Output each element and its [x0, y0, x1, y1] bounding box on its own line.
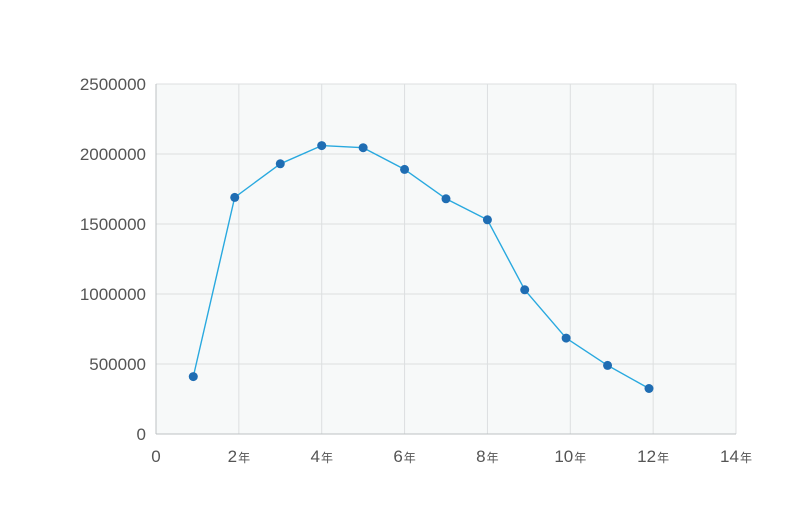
data-point [482, 215, 492, 225]
x-tick-unit: 年 [740, 451, 752, 465]
x-tick-number: 10 [554, 447, 573, 466]
x-tick-number: 4 [310, 447, 319, 466]
y-tick-label: 1000000 [80, 285, 146, 304]
data-point [230, 192, 240, 202]
data-point [603, 360, 613, 370]
series-line [192, 144, 650, 390]
y-axis-ticks: 0 500000 1000000 1500000 2000000 2500000 [80, 75, 146, 444]
x-tick-number: 0 [151, 447, 160, 466]
data-point [400, 164, 410, 174]
x-tick-label: 14年 [720, 447, 752, 466]
x-tick-number: 14 [720, 447, 739, 466]
x-tick-unit: 年 [321, 451, 333, 465]
y-tick-label: 0 [137, 425, 146, 444]
x-tick-unit: 年 [404, 451, 416, 465]
x-tick-unit: 年 [657, 451, 669, 465]
y-tick-label: 500000 [89, 355, 146, 374]
y-tick-label: 2500000 [80, 75, 146, 94]
x-tick-number: 6 [393, 447, 402, 466]
data-point [644, 384, 654, 393]
x-tick-label: 2年 [228, 447, 250, 466]
y-tick-label: 1500000 [80, 215, 146, 234]
data-point [561, 333, 571, 343]
x-tick-label: 12年 [637, 447, 669, 466]
x-tick-unit: 年 [574, 451, 586, 465]
x-tick-label: 6年 [393, 447, 415, 466]
data-point [188, 372, 198, 382]
x-tick-unit: 年 [238, 451, 250, 465]
y-tick-label: 2000000 [80, 145, 146, 164]
data-point [520, 285, 530, 295]
data-point [317, 141, 327, 151]
x-tick-label: 10年 [554, 447, 586, 466]
x-tick-unit: 年 [487, 451, 499, 465]
x-tick-number: 8 [476, 447, 485, 466]
grid-lines [156, 83, 737, 434]
x-tick-label: 8年 [476, 447, 498, 466]
x-tick-number: 2 [228, 447, 237, 466]
data-series [188, 141, 654, 393]
data-point [441, 194, 451, 204]
x-tick-number: 12 [637, 447, 656, 466]
x-axis-ticks: 0 2年 4年 6年 8年 10年 12年 14年 [151, 447, 752, 466]
axes [155, 84, 736, 435]
data-point [358, 143, 368, 153]
plot-area [156, 84, 736, 434]
data-point [275, 159, 285, 169]
x-tick-label: 0 [151, 447, 160, 466]
x-tick-label: 4年 [310, 447, 332, 466]
